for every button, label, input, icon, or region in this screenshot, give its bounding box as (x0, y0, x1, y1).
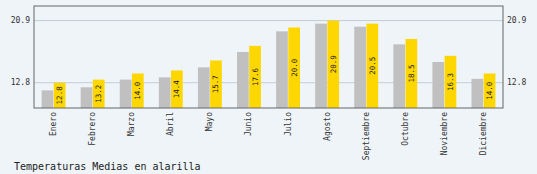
data-label: 20.0 (290, 58, 299, 77)
x-tick-label: Junio (244, 112, 253, 136)
x-tick-label: Agosto (323, 112, 332, 141)
x-tick-label: Julio (284, 112, 293, 136)
bar (249, 46, 261, 108)
grid-line (34, 20, 503, 21)
data-label: 18.5 (407, 64, 416, 82)
x-tick-label: Octubre (401, 112, 410, 146)
y-tick-label: 12.8 (11, 78, 30, 87)
y2-tick-label: 20.9 (507, 16, 526, 25)
bar (327, 21, 339, 108)
bar (210, 60, 222, 108)
x-tick-label: Febrero (88, 112, 97, 146)
x-tick-label: Marzo (127, 112, 136, 136)
data-label: 20.9 (329, 55, 338, 73)
bar (484, 73, 496, 108)
x-tick-label: Noviembre (440, 112, 449, 156)
bar (198, 67, 210, 108)
title: Temperaturas Medias en alarilla (14, 161, 201, 172)
x-tick-label: Mayo (205, 112, 214, 131)
data-label: 14.0 (133, 81, 142, 100)
data-label: 16.3 (446, 73, 455, 91)
bar (393, 44, 405, 108)
bar (432, 62, 444, 108)
bar (406, 39, 418, 108)
bar (42, 90, 54, 108)
bar (237, 52, 249, 108)
bar (288, 27, 300, 108)
background (0, 0, 537, 174)
data-label: 20.5 (368, 57, 377, 75)
bar (54, 83, 66, 108)
data-label: 15.7 (211, 75, 220, 93)
chart: 12.8 13.2 14.0 14.4 15.7 17.6 20.0 20.9 20.5 18.5… (0, 0, 537, 174)
bar (445, 56, 457, 108)
y-tick-label: 20.9 (11, 16, 30, 25)
data-label: 17.6 (251, 67, 260, 86)
y2-tick-label: 12.8 (507, 78, 526, 87)
bar (276, 31, 288, 108)
bar (93, 80, 105, 108)
plot-frame (34, 6, 503, 108)
x-tick-label: Abril (166, 112, 175, 136)
x-tick-label: Septiembre (362, 112, 371, 160)
bar (120, 80, 132, 108)
x-tick-label: Diciembre (479, 112, 488, 156)
bar (471, 79, 483, 108)
bar (159, 77, 171, 108)
data-label: 13.2 (94, 85, 103, 103)
x-tick-label: Enero (49, 112, 58, 136)
bar (81, 87, 93, 108)
data-label: 12.8 (55, 86, 64, 105)
bar (366, 24, 378, 108)
bars (42, 21, 496, 108)
bar (171, 70, 183, 108)
bar (354, 27, 366, 108)
data-label: 14.4 (172, 80, 181, 99)
bar (132, 73, 144, 108)
data-label: 14.0 (485, 81, 494, 100)
bar (315, 24, 327, 108)
